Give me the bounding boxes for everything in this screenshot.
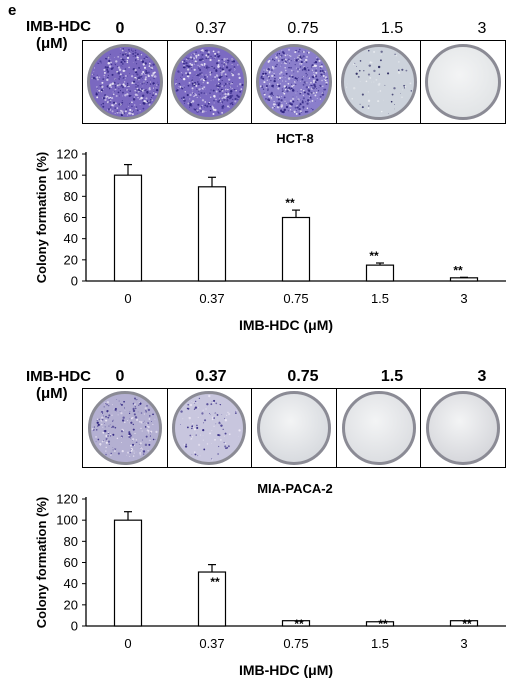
conc-bottom-1: 0.37 [195,368,227,385]
y-tick-label: 20 [64,252,78,267]
plate-cell-bottom-0 [83,389,168,467]
culture-dish-image [341,391,416,465]
culture-dish-image [426,391,501,465]
y-axis-title: Colony formation (%) [34,497,49,628]
plate-cell-top-4 [421,41,505,123]
panel-label: e [8,2,17,19]
x-axis-title: IMB-HDC (μM) [239,662,333,678]
dose-label-top-line1: IMB-HDC [26,18,91,35]
chart-title-top: HCT-8 [276,131,314,146]
bar-3 [449,620,479,627]
dose-label-bottom-line1: IMB-HDC [26,368,91,385]
conc-bottom-2: 0.75 [287,368,319,385]
y-tick-label: 0 [71,619,78,634]
conc-top-1: 0.37 [195,20,227,37]
significance-marker: ** [369,249,379,263]
y-tick-label: 20 [64,597,78,612]
plate-cell-bottom-4 [421,389,505,467]
culture-dish-image [256,391,331,465]
x-tick-label: 0 [124,291,131,306]
y-tick-label: 100 [56,168,78,183]
dose-label-top: IMB-HDC (μM) [26,18,91,52]
bar-3 [449,277,479,282]
conc-bottom-0: 0 [115,368,125,385]
bar-1.5 [365,621,395,627]
culture-dish-image [171,44,248,120]
x-tick-label: 0.37 [199,291,224,306]
y-tick-label: 40 [64,576,78,591]
culture-dish-image [425,44,502,120]
y-tick-label: 100 [56,513,78,528]
y-tick-label: 80 [64,534,78,549]
x-tick-label: 1.5 [371,636,389,651]
y-tick-label: 0 [71,274,78,289]
chart-title-bottom: MIA-PACA-2 [257,481,333,496]
dose-label-bottom-line2: (μM) [36,385,68,402]
conc-top-3: 1.5 [380,20,404,37]
plate-strip-bottom [82,388,506,468]
significance-marker: ** [462,617,472,631]
y-tick-label: 60 [64,555,78,570]
plate-cell-top-2 [252,41,337,123]
dose-label-top-line2: (μM) [36,35,68,52]
bar-1.5 [365,264,395,282]
y-tick-label: 120 [56,147,78,162]
plate-cell-top-1 [168,41,253,123]
y-tick-label: 60 [64,210,78,225]
y-axis-title: Colony formation (%) [34,152,49,283]
x-tick-label: 0.75 [283,291,308,306]
culture-dish-image [87,391,162,465]
x-tick-label: 3 [460,291,467,306]
x-axis-title: IMB-HDC (μM) [239,317,333,333]
plate-strip-top [82,40,506,124]
conc-top-4: 3 [477,20,487,37]
culture-dish-image [340,44,417,120]
bar-chart-mia-paca2: 0 20 40 60 80 100 120 0 ** 0.37 ** 0.75 ** 1.5 ** 3 Colo… [34,492,506,678]
significance-marker: ** [285,196,295,210]
significance-marker: ** [210,575,220,589]
bar-0.37 [197,186,227,282]
x-tick-label: 1.5 [371,291,389,306]
x-tick-label: 3 [460,636,467,651]
x-tick-label: 0 [124,636,131,651]
y-tick-label: 80 [64,189,78,204]
conc-bottom-3: 1.5 [380,368,404,385]
y-tick-label: 120 [56,492,78,507]
conc-top-0: 0 [115,20,125,37]
significance-marker: ** [453,263,463,277]
conc-bottom-4: 3 [477,368,487,385]
significance-marker: ** [294,617,304,631]
culture-dish-image [172,391,247,465]
conc-top-2: 0.75 [287,20,319,37]
bar-0 [113,174,143,282]
bar-0.75 [281,216,311,282]
culture-dish-image [255,44,332,120]
bar-chart-hct8: 0 20 40 60 80 100 120 0 0.37 ** 0.75 ** 1.5 ** 3 Colony… [34,147,506,333]
x-tick-label: 0.75 [283,636,308,651]
significance-marker: ** [378,617,388,631]
dose-label-bottom: IMB-HDC (μM) [26,368,91,402]
plate-cell-bottom-1 [168,389,253,467]
plate-cell-bottom-2 [252,389,337,467]
bar-0.75 [281,620,311,627]
bar-0.37 [197,571,227,627]
bar-0 [113,519,143,627]
culture-dish-image [86,44,163,120]
y-tick-label: 40 [64,231,78,246]
plate-cell-top-3 [337,41,422,123]
plate-cell-top-0 [83,41,168,123]
plate-cell-bottom-3 [337,389,422,467]
x-tick-label: 0.37 [199,636,224,651]
